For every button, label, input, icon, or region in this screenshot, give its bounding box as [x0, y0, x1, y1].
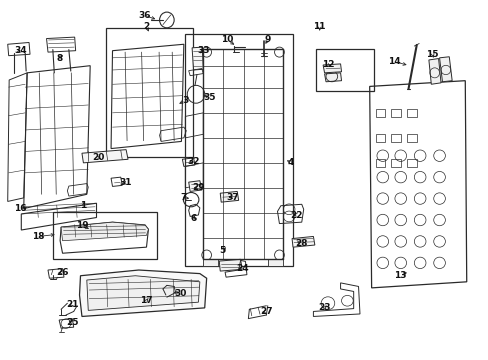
Bar [53, 212, 157, 259]
Text: 8: 8 [56, 54, 62, 63]
Bar [406, 159, 416, 167]
Bar [106, 28, 192, 157]
Polygon shape [87, 276, 200, 310]
Text: 23: 23 [318, 303, 330, 312]
Text: 1: 1 [80, 201, 86, 210]
Polygon shape [220, 192, 238, 202]
Text: 28: 28 [295, 239, 307, 248]
Text: 36: 36 [139, 11, 151, 20]
Bar [406, 134, 416, 142]
Text: 4: 4 [287, 158, 293, 167]
Polygon shape [82, 150, 128, 163]
Text: 11: 11 [313, 22, 325, 31]
Polygon shape [80, 270, 206, 316]
Text: 22: 22 [290, 211, 303, 220]
Text: 9: 9 [264, 36, 270, 45]
Polygon shape [439, 57, 451, 82]
Text: 18: 18 [32, 232, 44, 241]
Text: 13: 13 [394, 271, 406, 280]
Text: 3: 3 [182, 96, 188, 105]
Polygon shape [324, 73, 341, 82]
Text: 2: 2 [143, 22, 149, 31]
Bar [390, 134, 400, 142]
Polygon shape [291, 237, 314, 247]
Text: 6: 6 [190, 214, 196, 223]
Bar [375, 159, 385, 167]
Bar [406, 109, 416, 117]
Text: 32: 32 [187, 157, 200, 166]
Text: 16: 16 [14, 204, 26, 213]
Text: 25: 25 [66, 318, 79, 327]
Text: 24: 24 [235, 264, 248, 273]
Polygon shape [323, 64, 341, 73]
Polygon shape [192, 47, 203, 70]
Text: 27: 27 [260, 307, 272, 316]
Bar [390, 159, 400, 167]
Text: 10: 10 [221, 36, 233, 45]
Text: 26: 26 [56, 268, 69, 277]
Text: 31: 31 [119, 178, 132, 187]
Text: 15: 15 [426, 50, 438, 59]
Text: 14: 14 [387, 57, 400, 66]
Text: 20: 20 [92, 153, 104, 162]
Polygon shape [219, 259, 242, 271]
Text: 37: 37 [225, 193, 238, 202]
Bar [390, 109, 400, 117]
Text: 34: 34 [14, 46, 26, 55]
Text: 12: 12 [321, 60, 333, 69]
Text: 35: 35 [203, 93, 215, 102]
Polygon shape [188, 181, 202, 192]
Bar [185, 33, 292, 266]
Polygon shape [428, 59, 440, 84]
Bar [375, 109, 385, 117]
Bar [375, 134, 385, 142]
Text: 33: 33 [197, 46, 209, 55]
Text: 17: 17 [140, 296, 152, 305]
Text: 19: 19 [76, 221, 88, 230]
Text: 5: 5 [219, 246, 225, 255]
Polygon shape [203, 259, 217, 266]
Text: 7: 7 [180, 193, 186, 202]
Bar [316, 49, 373, 91]
Text: 21: 21 [66, 300, 79, 309]
Text: 29: 29 [192, 183, 204, 192]
Polygon shape [61, 222, 148, 241]
Text: 30: 30 [174, 289, 186, 298]
Polygon shape [267, 259, 283, 266]
